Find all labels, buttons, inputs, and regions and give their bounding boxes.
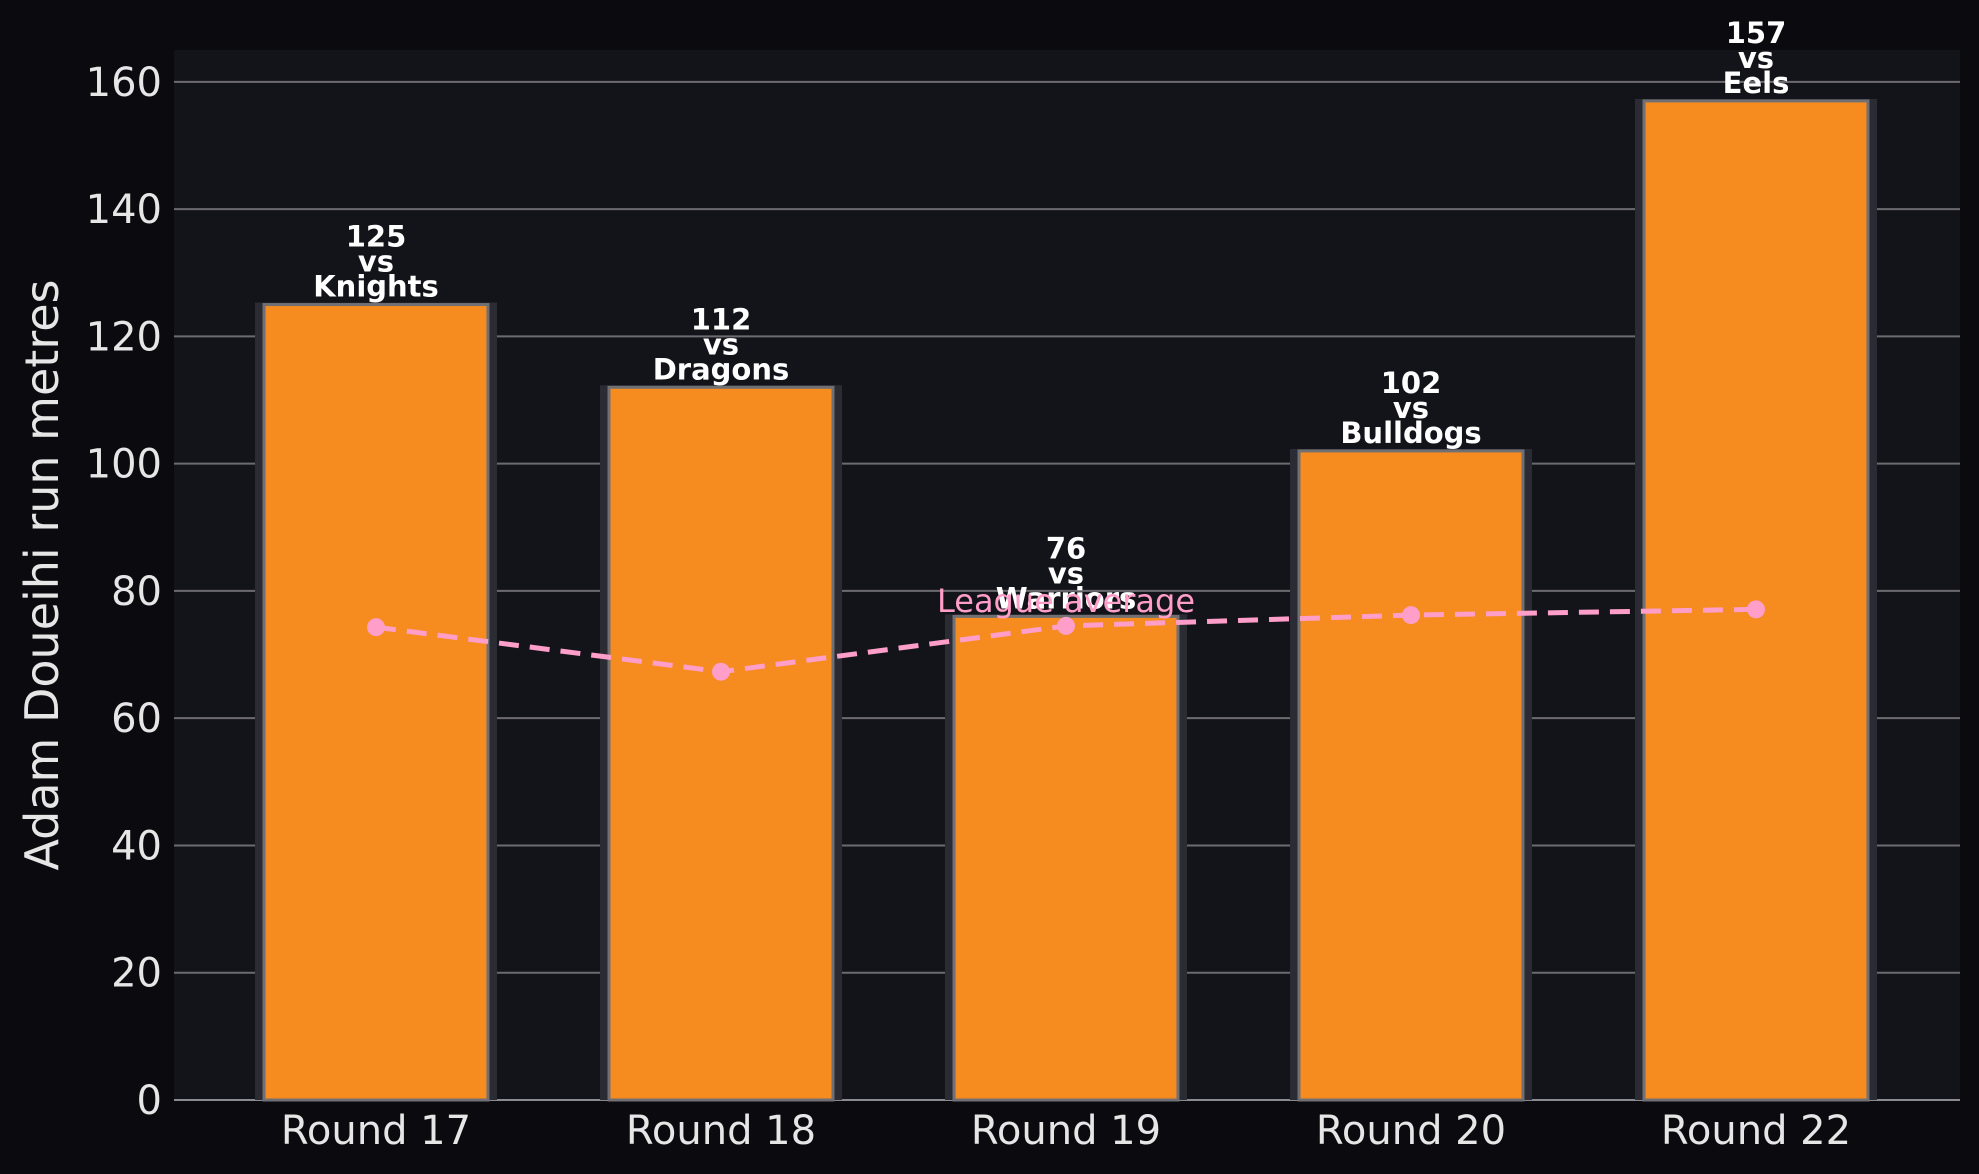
y-tick-label: 60	[111, 696, 162, 742]
bar-data-label: vs	[358, 245, 394, 279]
bar	[262, 303, 490, 1102]
x-ticks: Round 17 Round 18 Round 19 Round 20 Round 22	[281, 1108, 1851, 1154]
bar-data-label: vs	[703, 327, 739, 361]
bar-data-label: vs	[1738, 41, 1774, 75]
league-average-point	[367, 618, 385, 637]
bar	[607, 385, 835, 1102]
league-average-point	[1402, 606, 1420, 625]
bar-data-label: 112	[691, 302, 752, 336]
x-tick-label: Round 22	[1661, 1108, 1851, 1154]
league-average-point	[712, 662, 730, 681]
bar-data-label: 125	[346, 220, 407, 254]
y-tick-label: 0	[137, 1078, 162, 1124]
y-tick-label: 160	[86, 60, 162, 106]
x-tick-label: Round 17	[281, 1108, 471, 1154]
y-tick-label: 120	[86, 314, 162, 360]
bar-data-label: Dragons	[653, 352, 790, 386]
bar	[952, 614, 1180, 1102]
league-average-line: League average	[367, 582, 1765, 681]
y-tick-label: 140	[86, 187, 162, 233]
bar-data-label: vs	[1048, 556, 1084, 590]
league-average-label: League average	[937, 582, 1195, 620]
league-average-point	[1747, 600, 1765, 619]
bar-data-label: 76	[1046, 531, 1086, 565]
y-ticks: 0 20 40 60 80 100 120 140 160	[86, 60, 162, 1124]
bar-data-label: vs	[1393, 391, 1429, 425]
y-tick-label: 100	[86, 442, 162, 488]
bar-data-label: Bulldogs	[1340, 416, 1481, 450]
bar	[1297, 449, 1525, 1102]
x-tick-label: Round 19	[971, 1108, 1161, 1154]
y-axis-title: Adam Doueihi run metres	[15, 280, 69, 871]
bar-labels: 125vsKnights112vsDragons76vsWarriors102v…	[313, 16, 1789, 615]
y-tick-label: 80	[111, 569, 162, 615]
bar-data-label: Knights	[313, 270, 439, 304]
y-tick-label: 40	[111, 823, 162, 869]
x-tick-label: Round 20	[1316, 1108, 1506, 1154]
bar-data-label: Warriors	[996, 581, 1137, 615]
bar-data-label: 102	[1381, 366, 1442, 400]
bar-data-label: Eels	[1723, 66, 1790, 100]
x-tick-label: Round 18	[626, 1108, 816, 1154]
y-tick-label: 20	[111, 951, 162, 997]
league-average-point	[1057, 616, 1075, 635]
bar-data-label: 157	[1726, 16, 1787, 50]
